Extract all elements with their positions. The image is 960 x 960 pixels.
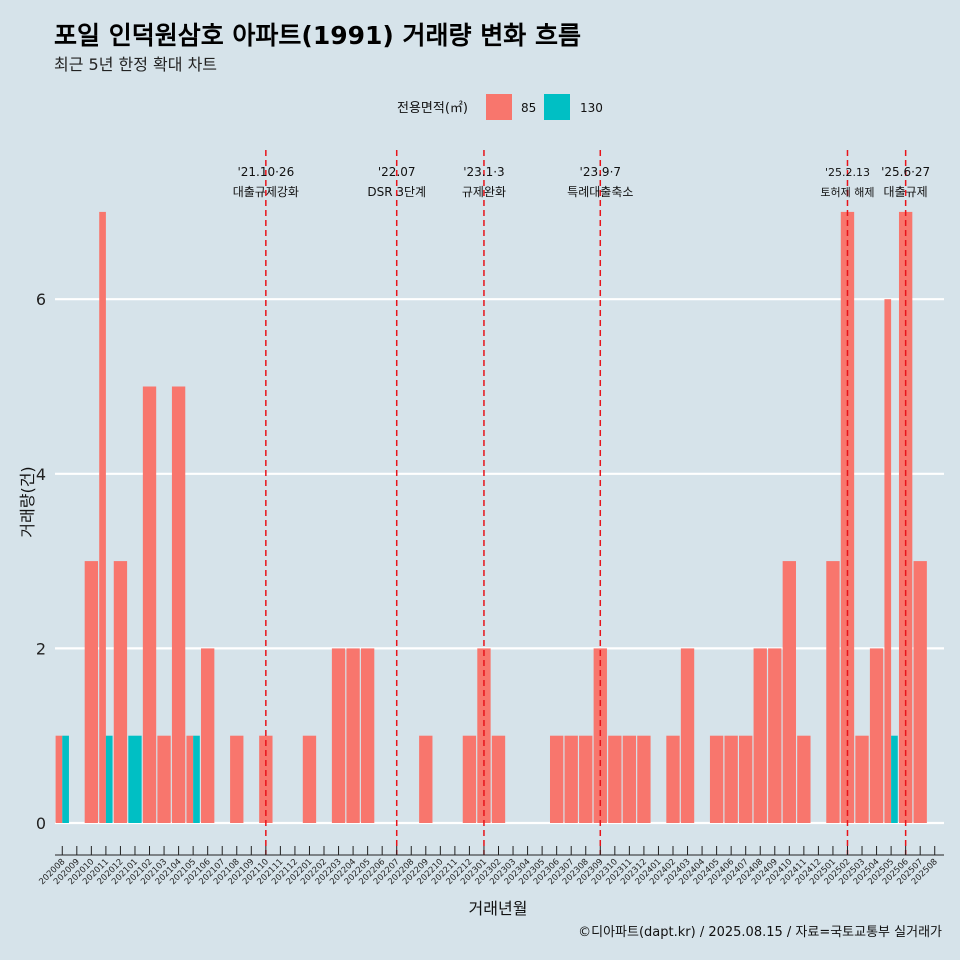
legend-label-130: 130 [580,101,603,115]
y-tick-label: 4 [36,465,46,484]
y-tick-label: 0 [36,814,46,833]
bar-85-202312 [637,735,651,823]
y-tick-label: 6 [36,290,46,309]
bars-layer [55,211,927,823]
bar-85-202308 [579,735,593,823]
event-date: '25.6·27 [881,165,930,179]
bar-85-202008 [55,735,63,823]
bar-85-202105 [186,735,194,823]
x-axis-label: 거래년월 [469,899,528,918]
event-label: 규제완화 [462,185,506,199]
chart-title: 포일 인덕원삼호 아파트(1991) 거래량 변화 흐름 [54,21,581,50]
bar-85-202108 [230,735,244,823]
legend-swatch-85 [486,94,512,120]
bar-85-202407 [739,735,753,823]
event-date: '25.2.13 [825,166,870,179]
bar-85-202203 [331,648,346,823]
event-date: '23.1·3 [463,165,504,179]
bar-85-202103 [157,735,171,823]
bar-85-202205 [360,648,375,823]
event-label: 대출규제강화 [233,185,299,199]
legend-title: 전용면적(㎡) [397,101,468,116]
bar-85-202106 [201,648,215,823]
y-axis-label: 거래량(건) [18,466,37,537]
bar-85-202307 [564,735,578,823]
bar-85-202110 [259,735,273,823]
bar-85-202406 [724,735,738,823]
bar-85-202212 [462,735,477,823]
bar-85-202302 [491,735,506,823]
bar-85-202104 [171,386,186,823]
bar-130-202011 [105,735,113,823]
bar-85-202010 [84,561,99,823]
event-date: '21.10·26 [237,165,294,179]
chart-subtitle: 최근 5년 한정 확대 차트 [54,55,217,74]
bar-85-202011 [99,211,106,823]
event-date: '23.9·7 [580,165,621,179]
bar-85-202405 [709,735,724,823]
y-tick-label: 2 [36,639,46,658]
bar-130-202101 [128,735,142,823]
bar-85-202403 [680,648,695,823]
bar-130-202105 [193,735,200,823]
bar-130-202505 [891,735,898,823]
bar-85-202201 [302,735,317,823]
bar-130-202008 [62,735,69,823]
bar-85-202102 [142,386,157,823]
event-label: 대출규제 [884,185,928,199]
bar-85-202012 [113,561,128,823]
bar-85-202507 [913,561,927,823]
bar-85-202209 [419,735,433,823]
bar-85-202505 [884,299,892,823]
event-label: 토허제 해제 [820,185,874,199]
bar-85-202504 [869,648,884,823]
bar-85-202410 [782,561,796,823]
bar-85-202409 [768,648,782,823]
x-axis: 2020082020092020102020112020122021012021… [37,846,944,887]
legend: 전용면적(㎡) 85 130 [397,94,603,120]
bar-85-202311 [622,735,637,823]
bar-85-202402 [666,735,680,823]
bar-85-202204 [346,648,360,823]
annotation-layer: '21.10·26 대출규제강화 '22.07 DSR 3단계 '23.1·3 규제완화 '… [233,150,930,855]
event-label: DSR 3단계 [367,185,426,199]
bar-85-202501 [826,561,840,823]
legend-label-85: 85 [521,101,536,115]
legend-swatch-130 [544,94,570,120]
bar-85-202408 [753,648,767,823]
bar-85-202506 [898,211,913,823]
bar-85-202503 [855,735,869,823]
event-label: 특례대출축소 [567,185,633,199]
bar-85-202310 [608,735,622,823]
bar-85-202411 [797,735,811,823]
chart-caption: ©디아파트(dapt.kr) / 2025.08.15 / 자료=국토교통부 실… [578,925,942,940]
bar-85-202306 [549,735,564,823]
event-date: '22.07 [378,165,416,179]
bar-85-202502 [840,211,855,823]
